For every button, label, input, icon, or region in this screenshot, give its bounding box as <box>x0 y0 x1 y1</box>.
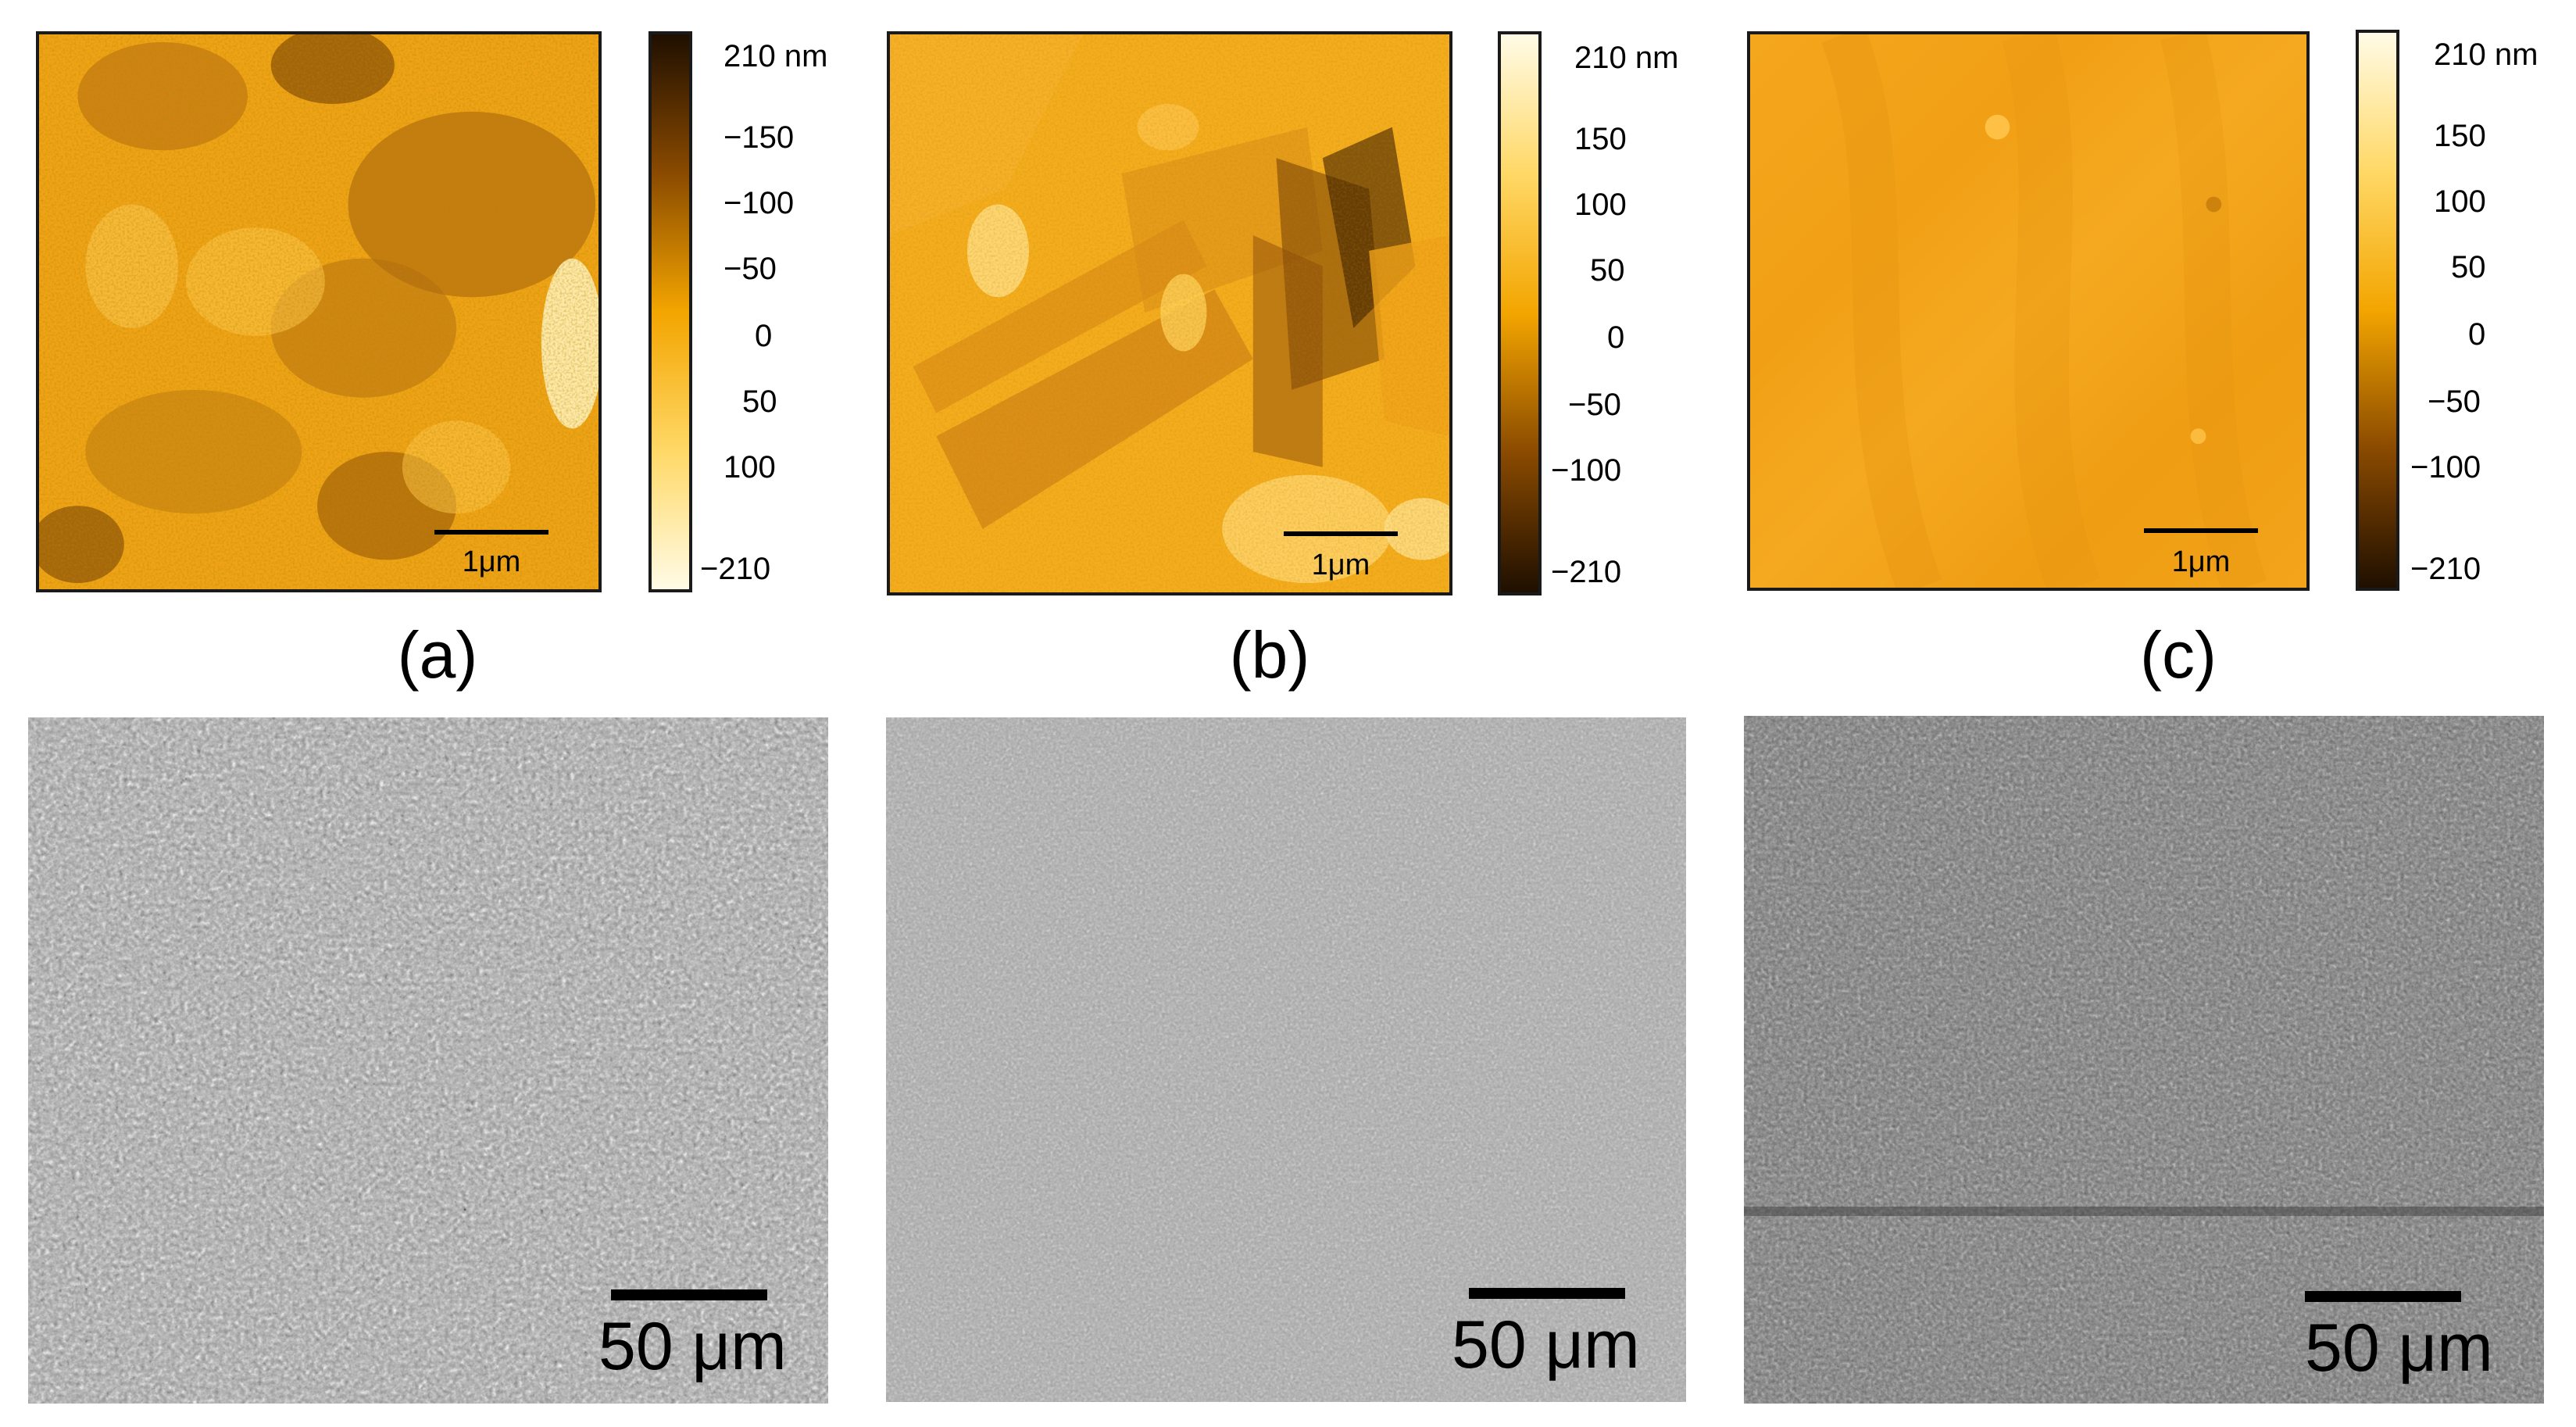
colorbar-tick: 0 <box>2468 317 2486 352</box>
colorbar-tick: −50 <box>1568 388 1621 422</box>
panel-label-c: (c) <box>2140 618 2217 692</box>
colorbar-tick: 0 <box>755 319 773 353</box>
colorbar-tick: −210 <box>700 552 771 586</box>
afm-scale-bar-b <box>1284 531 1398 536</box>
colorbar-tick: −100 <box>723 186 795 220</box>
sem-scale-bar-b <box>1469 1288 1625 1299</box>
colorbar-tick: 150 <box>2434 119 2486 153</box>
sem-scale-label-c: 50 μm <box>2305 1311 2493 1386</box>
panel-label-b: (b) <box>1229 618 1310 692</box>
colorbar-tick: 150 <box>1574 122 1627 156</box>
afm-image-a <box>36 31 602 592</box>
colorbar-c <box>2356 30 2399 591</box>
colorbar-tick: 210 nm <box>2434 38 2538 72</box>
afm-image-c <box>1747 31 2310 591</box>
colorbar-tick: 50 <box>2451 250 2486 284</box>
colorbar-tick: −50 <box>2428 384 2481 419</box>
colorbar-tick: −150 <box>723 120 795 155</box>
sem-scale-bar-c <box>2305 1291 2461 1302</box>
sem-image-c <box>1744 716 2544 1404</box>
afm-scale-label-b: 1μm <box>1311 549 1370 581</box>
colorbar-tick: −210 <box>1551 555 1622 589</box>
sem-image-b <box>886 717 1686 1402</box>
afm-scale-bar-c <box>2144 528 2258 533</box>
colorbar-tick: −100 <box>1551 453 1622 488</box>
sem-scale-label-a: 50 μm <box>598 1309 787 1384</box>
panel-label-a: (a) <box>397 618 478 692</box>
sem-scale-bar-a <box>611 1289 767 1300</box>
colorbar-tick: 50 <box>1590 253 1625 288</box>
colorbar-tick: −50 <box>723 252 777 286</box>
afm-image-b <box>887 31 1452 595</box>
afm-scale-label-a: 1μm <box>462 545 521 578</box>
colorbar-tick: 100 <box>723 450 776 485</box>
colorbar-tick: 210 nm <box>1574 41 1679 75</box>
sem-scale-label-b: 50 μm <box>1452 1307 1640 1382</box>
colorbar-tick: 100 <box>1574 188 1627 222</box>
colorbar-tick: −210 <box>2410 552 2481 586</box>
colorbar-tick: 50 <box>742 384 777 419</box>
colorbar-b <box>1498 31 1542 595</box>
colorbar-tick: 210 nm <box>723 39 828 73</box>
colorbar-tick: 0 <box>1607 320 1625 355</box>
afm-scale-bar-a <box>434 530 548 535</box>
sem-image-a <box>28 717 828 1404</box>
colorbar-tick: 100 <box>2434 184 2486 219</box>
colorbar-tick: −100 <box>2410 450 2481 485</box>
colorbar-a <box>648 31 692 592</box>
afm-scale-label-c: 1μm <box>2171 545 2231 578</box>
